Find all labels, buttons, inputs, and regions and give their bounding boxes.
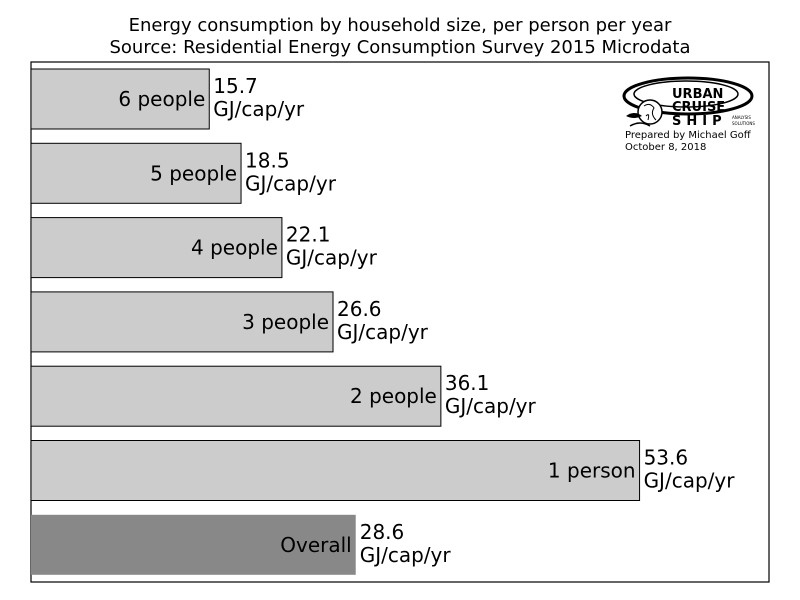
bar-label-2-people: 2 people: [350, 384, 437, 408]
value-label-2-people: 36.1: [445, 371, 490, 395]
unit-label-6-people: GJ/cap/yr: [213, 97, 305, 121]
unit-label-4-people: GJ/cap/yr: [286, 246, 378, 270]
unit-label-5-people: GJ/cap/yr: [245, 171, 337, 195]
bar-label-5-people: 5 people: [150, 161, 237, 185]
credit-date: October 8, 2018: [625, 142, 707, 153]
bar-label-3-people: 3 people: [242, 310, 329, 334]
value-label-3-people: 26.6: [337, 297, 382, 321]
bar-overall: [31, 514, 356, 575]
bar-1-person: [30, 440, 641, 501]
value-label-5-people: 18.5: [245, 148, 290, 172]
logo-line3: SHIP: [672, 114, 727, 129]
unit-label-3-people: GJ/cap/yr: [337, 320, 429, 344]
value-label-1-person: 53.6: [644, 446, 689, 470]
logo-tagline2: SOLUTIONS: [732, 121, 755, 126]
bar-2-people: [30, 365, 442, 427]
chart-title: Energy consumption by household size, pe…: [128, 15, 672, 36]
credit-author: Prepared by Michael Goff: [625, 130, 751, 141]
chart-subtitle: Source: Residential Energy Consumption S…: [109, 37, 691, 58]
value-label-overall: 28.6: [360, 520, 405, 544]
bar-5-people: [30, 142, 242, 204]
unit-label-overall: GJ/cap/yr: [360, 543, 452, 567]
bar-label-1-person: 1 person: [548, 459, 636, 483]
bar-label-overall: Overall: [280, 533, 351, 557]
bar-3-people: [30, 291, 334, 353]
value-label-4-people: 22.1: [286, 223, 331, 247]
logo-line2: CRUISE: [672, 100, 725, 115]
unit-label-1-person: GJ/cap/yr: [644, 469, 736, 493]
logo-tagline1: ANALYSIS: [732, 115, 751, 120]
bar-6-people: [30, 68, 210, 130]
logo-line1: URBAN: [672, 87, 723, 102]
bar-4-people: [30, 217, 283, 279]
urban-cruise-ship-logo: URBAN CRUISE SHIP ANALYSIS SOLUTIONS: [622, 76, 755, 129]
bar-label-4-people: 4 people: [191, 236, 278, 260]
value-label-6-people: 15.7: [213, 74, 258, 98]
unit-label-2-people: GJ/cap/yr: [445, 394, 537, 418]
bar-label-6-people: 6 people: [118, 87, 205, 111]
